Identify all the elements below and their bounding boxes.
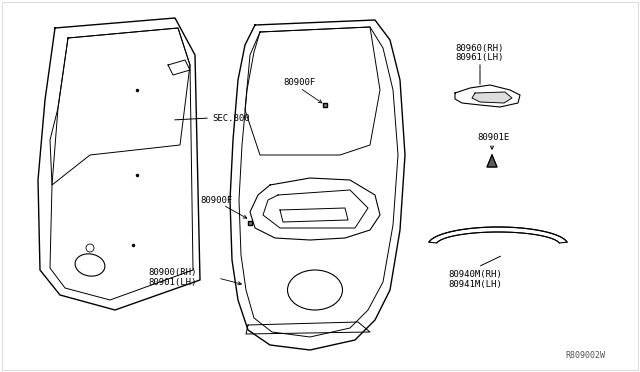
Text: 80961(LH): 80961(LH) (455, 52, 504, 61)
Text: 80900F: 80900F (200, 196, 232, 205)
Polygon shape (472, 92, 512, 103)
Text: 80901(LH): 80901(LH) (148, 278, 196, 286)
Text: 80940M(RH): 80940M(RH) (448, 270, 502, 279)
Text: 80900F: 80900F (284, 77, 316, 87)
Text: 80941M(LH): 80941M(LH) (448, 279, 502, 289)
Text: R809002W: R809002W (565, 352, 605, 360)
Text: 80901E: 80901E (477, 132, 509, 141)
Text: 80960(RH): 80960(RH) (455, 44, 504, 52)
Text: 80900(RH): 80900(RH) (148, 267, 196, 276)
Polygon shape (429, 227, 567, 243)
Polygon shape (487, 155, 497, 167)
Text: SEC.800: SEC.800 (212, 113, 250, 122)
